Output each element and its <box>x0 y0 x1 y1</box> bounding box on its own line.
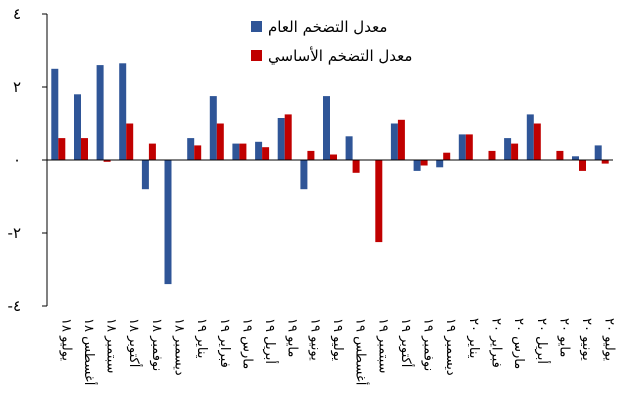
bar-headline <box>187 138 195 160</box>
bar-headline <box>594 145 602 160</box>
x-tick-label: يوليو ١٩ <box>330 318 345 361</box>
bar-core <box>81 138 88 160</box>
bar-headline <box>413 160 421 171</box>
bar-headline <box>300 160 308 190</box>
y-tick-label: ٤ <box>13 5 21 23</box>
bar-headline <box>96 65 104 160</box>
bar-headline <box>119 63 127 160</box>
bar-core <box>103 160 111 162</box>
x-tick-label: أكتوبر ١٨ <box>126 318 143 367</box>
x-axis: يوليو ١٨ أغسطس ١٨ سبتمبر ١٨ أكتوبر ١٨ نوفمبر… <box>47 159 617 385</box>
bar-core <box>330 154 337 160</box>
x-tick-label: أغسطس ١٩ <box>353 318 370 385</box>
y-tick-label: -٢ <box>8 224 21 242</box>
bar-headline <box>526 114 534 160</box>
x-tick-label: سبتمبر ١٩ <box>375 318 390 373</box>
bar-headline <box>458 134 466 160</box>
x-tick-label: يناير ١٩ <box>194 318 209 359</box>
x-tick-label: يونيو ٢٠ <box>579 318 594 361</box>
bar-core <box>601 160 609 164</box>
legend-swatch-headline <box>251 21 262 32</box>
legend-label-headline: معدل التضخم العام <box>268 18 387 36</box>
bar-headline <box>51 68 59 161</box>
x-tick-label: مارس ٢٠ <box>511 318 526 369</box>
x-tick-label: أغسطس ١٨ <box>81 318 98 385</box>
bar-headline <box>323 96 330 160</box>
bar-core <box>58 138 66 160</box>
bar-core <box>307 150 315 160</box>
bar-core <box>284 114 292 160</box>
bar-core <box>375 160 383 243</box>
bar-core <box>352 160 360 173</box>
bar-core <box>533 123 541 160</box>
x-tick-label: نوفمبر ١٨ <box>149 318 164 371</box>
bar-core <box>443 152 451 160</box>
x-tick-label: مايو ٢٠ <box>556 318 571 357</box>
bar-core <box>126 123 134 160</box>
bar-headline <box>572 156 579 160</box>
x-tick-label: فبراير ٢٠ <box>489 318 504 368</box>
bar-headline <box>232 143 240 160</box>
legend: معدل التضخم العام معدل التضخم الأساسي <box>251 18 412 66</box>
x-tick-label: أبريل ١٩ <box>262 318 279 364</box>
y-tick-label: ٠ <box>13 151 21 169</box>
bar-headline <box>390 123 398 160</box>
bar-core <box>148 143 156 160</box>
x-tick-label: سبتمبر ١٨ <box>104 318 119 373</box>
bar-core <box>465 134 473 160</box>
bar-headline <box>504 138 512 160</box>
bar-core <box>579 160 586 171</box>
x-tick-label: ديسمبر ١٨ <box>172 318 187 376</box>
x-tick-label: يوليو ١٨ <box>58 318 73 361</box>
bar-core <box>511 143 519 160</box>
bar-headline <box>255 141 263 161</box>
bar-headline <box>345 136 353 160</box>
bar-headline <box>277 118 285 160</box>
bar-headline <box>436 160 444 168</box>
legend-swatch-core <box>251 50 262 61</box>
bar-core <box>239 143 247 160</box>
x-tick-label: أكتوبر ١٩ <box>398 318 415 367</box>
bar-headline <box>141 160 149 190</box>
x-tick-label: مايو ١٩ <box>285 318 300 357</box>
bar-core <box>262 147 270 160</box>
x-tick-label: يناير ٢٠ <box>466 318 481 359</box>
x-tick-label: نوفمبر ١٩ <box>421 318 436 371</box>
legend-label-core: معدل التضخم الأساسي <box>268 46 412 66</box>
bar-core <box>556 150 564 160</box>
bar-core <box>216 123 224 160</box>
x-tick-label: مارس ١٩ <box>239 318 254 369</box>
y-axis: ٤ ٢ ٠ -٢ -٤ <box>8 5 48 315</box>
x-tick-label: يوليو ٢٠ <box>602 318 617 361</box>
bar-headline <box>74 94 81 160</box>
x-tick-label: أبريل ٢٠ <box>534 318 551 364</box>
x-tick-label: ديسمبر ١٩ <box>443 318 458 376</box>
bar-headline <box>209 96 217 160</box>
x-tick-label: فبراير ١٩ <box>217 318 232 368</box>
x-tick-label: يونيو ١٩ <box>307 318 322 361</box>
bar-core <box>397 119 405 160</box>
y-tick-label: -٤ <box>8 297 21 315</box>
bars <box>51 63 609 285</box>
bar-headline <box>164 160 172 285</box>
bar-core <box>488 150 496 160</box>
bar-core <box>420 160 428 166</box>
y-tick-label: ٢ <box>13 78 21 96</box>
bar-core <box>194 145 202 160</box>
